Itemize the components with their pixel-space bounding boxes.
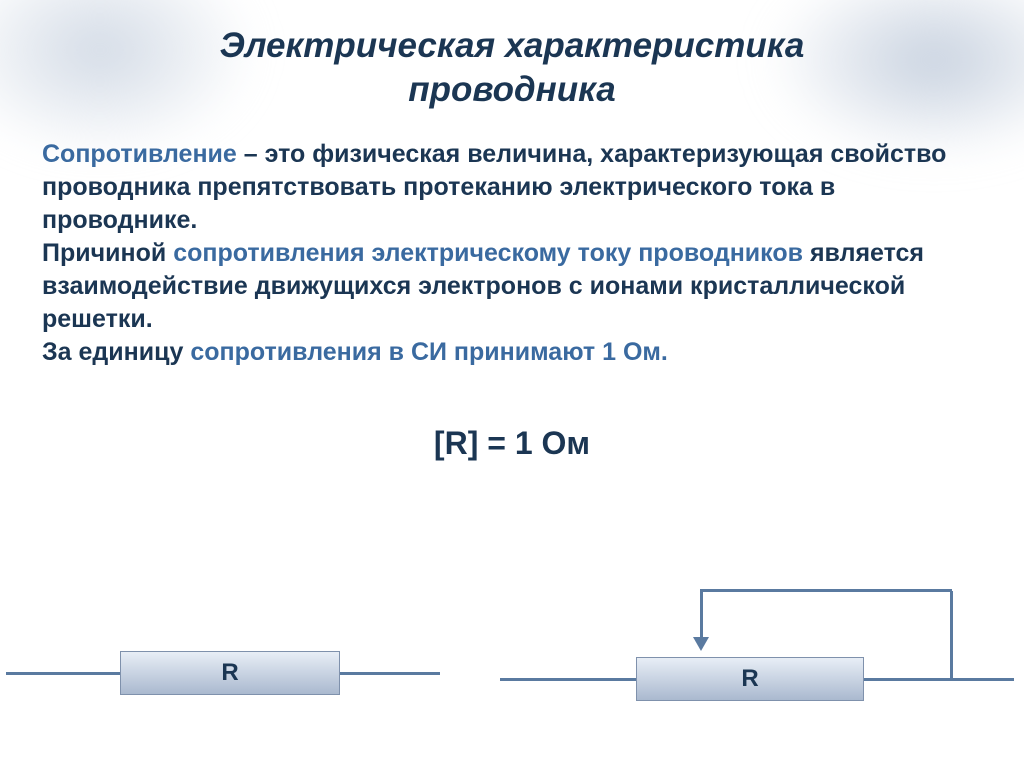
lead-unit: За единицу [42,338,190,366]
resistor-variable-label: R [741,665,758,692]
title-line-1: Электрическая характеристика [220,26,805,65]
wire-left-in [6,672,120,675]
resistor-fixed-label: R [221,659,238,686]
tap-up [950,591,953,680]
wire-left-out [340,672,440,675]
wire-right-in [500,678,636,681]
hl-cause: сопротивления электрическому току провод… [173,239,803,267]
circuit-diagram: R R [0,589,1024,709]
formula-text: [R] = 1 Ом [434,425,590,461]
hl-unit: сопротивления в СИ принимают 1 Ом. [190,338,668,366]
term-resistance: Сопротивление [42,140,237,168]
resistor-variable: R [636,657,864,701]
lead-cause: Причиной [42,239,173,267]
tap-horiz [700,589,952,592]
slide-title: Электрическая характеристика проводника [0,0,1024,112]
body-paragraph: Сопротивление – это физическая величина,… [0,112,1024,369]
arrowhead-icon [693,637,709,651]
title-line-2: проводника [408,70,616,109]
wire-right-out [864,678,1014,681]
formula-unit: [R] = 1 Ом [0,425,1024,462]
tap-down [700,589,703,639]
resistor-fixed: R [120,651,340,695]
